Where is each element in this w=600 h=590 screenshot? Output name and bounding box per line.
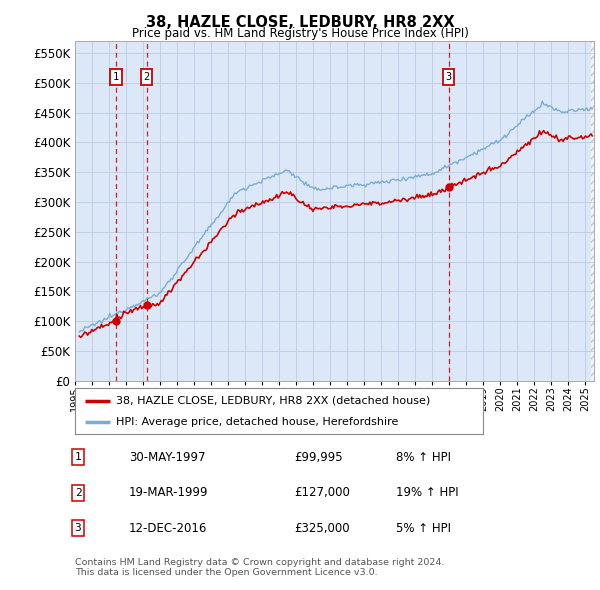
- Text: 38, HAZLE CLOSE, LEDBURY, HR8 2XX: 38, HAZLE CLOSE, LEDBURY, HR8 2XX: [146, 15, 454, 30]
- Text: 3: 3: [74, 523, 82, 533]
- Text: Contains HM Land Registry data © Crown copyright and database right 2024.
This d: Contains HM Land Registry data © Crown c…: [75, 558, 445, 577]
- Text: Price paid vs. HM Land Registry's House Price Index (HPI): Price paid vs. HM Land Registry's House …: [131, 27, 469, 40]
- Text: £127,000: £127,000: [294, 486, 350, 499]
- Text: 12-DEC-2016: 12-DEC-2016: [129, 522, 208, 535]
- Text: 19% ↑ HPI: 19% ↑ HPI: [396, 486, 458, 499]
- Text: 38, HAZLE CLOSE, LEDBURY, HR8 2XX (detached house): 38, HAZLE CLOSE, LEDBURY, HR8 2XX (detac…: [116, 395, 430, 405]
- Text: 2: 2: [143, 72, 150, 82]
- Text: 1: 1: [113, 72, 119, 82]
- Text: 8% ↑ HPI: 8% ↑ HPI: [396, 451, 451, 464]
- Text: £325,000: £325,000: [294, 522, 350, 535]
- Text: 2: 2: [74, 488, 82, 497]
- Text: 3: 3: [445, 72, 452, 82]
- Text: 1: 1: [74, 453, 82, 462]
- Text: 30-MAY-1997: 30-MAY-1997: [129, 451, 205, 464]
- Text: £99,995: £99,995: [294, 451, 343, 464]
- Text: HPI: Average price, detached house, Herefordshire: HPI: Average price, detached house, Here…: [116, 417, 398, 427]
- Text: 5% ↑ HPI: 5% ↑ HPI: [396, 522, 451, 535]
- Text: 19-MAR-1999: 19-MAR-1999: [129, 486, 209, 499]
